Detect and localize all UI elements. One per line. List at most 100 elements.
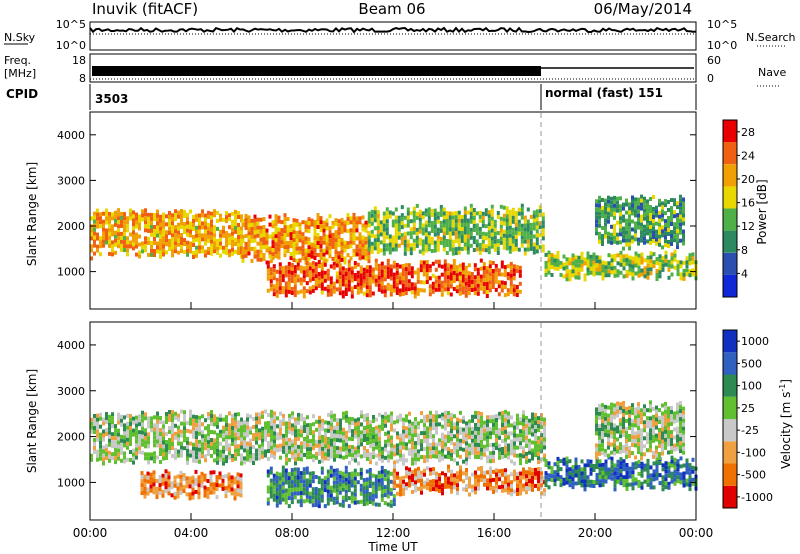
- velocity-cell: [111, 432, 114, 437]
- power-cell: [304, 224, 308, 229]
- power-cell: [616, 208, 619, 213]
- velocity-cell: [369, 456, 372, 461]
- power-cell: [168, 223, 171, 227]
- velocity-cell: [562, 457, 566, 462]
- power-cell: [379, 248, 383, 253]
- velocity-cell: [540, 471, 543, 476]
- velocity-cell: [266, 473, 270, 478]
- power-cell: [484, 224, 488, 229]
- power-cell: [361, 255, 365, 260]
- power-cell: [180, 249, 183, 253]
- power-cell: [415, 215, 419, 220]
- velocity-cell: [275, 475, 279, 480]
- velocity-cell: [255, 424, 258, 429]
- power-cell: [502, 245, 506, 250]
- power-cell: [335, 263, 339, 268]
- power-cell: [416, 287, 420, 292]
- velocity-cell: [206, 491, 210, 495]
- velocity-cell: [296, 467, 300, 472]
- power-cell: [358, 252, 362, 257]
- power-cell: [198, 225, 201, 230]
- velocity-cell: [258, 420, 261, 425]
- power-cell: [159, 254, 162, 259]
- power-cell: [496, 231, 500, 235]
- power-cell: [451, 247, 455, 252]
- power-cell: [463, 230, 467, 235]
- power-cell: [385, 247, 389, 252]
- velocity-cell: [222, 445, 225, 450]
- power-cell: [553, 254, 557, 259]
- velocity-cell: [312, 454, 315, 459]
- velocity-cell: [556, 464, 560, 469]
- velocity-cell: [568, 479, 572, 484]
- power-cell: [667, 259, 671, 264]
- velocity-cell: [426, 438, 429, 443]
- velocity-cell: [405, 442, 408, 447]
- velocity-cell: [339, 418, 342, 423]
- velocity-cell: [218, 471, 222, 476]
- velocity-cell: [204, 446, 207, 451]
- velocity-cell: [147, 432, 150, 437]
- power-cell: [256, 257, 260, 262]
- velocity-cell: [243, 440, 246, 445]
- power-cell: [275, 289, 279, 294]
- power-cell: [371, 271, 375, 276]
- power-cell: [449, 292, 453, 297]
- power-cell: [308, 270, 312, 275]
- power-cell: [535, 241, 539, 246]
- velocity-cell: [246, 413, 249, 418]
- power-cell: [295, 246, 299, 251]
- power-cell: [234, 241, 237, 246]
- power-cell: [520, 207, 524, 212]
- velocity-cell: [192, 446, 195, 451]
- velocity-cell: [320, 470, 324, 475]
- velocity-cell: [547, 473, 551, 478]
- velocity-cell: [174, 447, 177, 452]
- power-cell: [610, 200, 613, 205]
- power-cell: [298, 226, 302, 231]
- power-cell: [237, 243, 240, 247]
- velocity-cell: [135, 451, 138, 456]
- velocity-cell: [580, 479, 584, 484]
- velocity-cell: [519, 433, 522, 438]
- power-cell: [518, 269, 522, 274]
- velocity-cell: [462, 427, 465, 432]
- velocity-cell: [568, 467, 572, 472]
- power-cell: [410, 282, 414, 287]
- velocity-cell: [114, 448, 117, 453]
- velocity-cell: [158, 475, 162, 480]
- power-cell: [355, 252, 359, 257]
- velocity-cell: [317, 476, 321, 481]
- velocity-cell: [522, 467, 525, 472]
- power-cell: [278, 274, 282, 279]
- power-cell: [631, 272, 635, 277]
- velocity-cell: [323, 476, 327, 481]
- power-cell: [352, 224, 356, 229]
- velocity-cell: [556, 468, 560, 473]
- velocity-cell: [417, 449, 420, 454]
- velocity-cell: [150, 416, 153, 421]
- power-cell: [281, 270, 285, 275]
- power-cell: [234, 229, 237, 234]
- velocity-cell: [390, 411, 393, 416]
- velocity-cell: [405, 470, 408, 475]
- velocity-cell: [359, 467, 363, 472]
- velocity-cell: [219, 453, 222, 458]
- velocity-cell: [252, 417, 255, 421]
- power-cell: [398, 292, 402, 297]
- power-cell: [458, 287, 462, 292]
- velocity-cell: [371, 501, 375, 506]
- power-cell: [661, 229, 664, 234]
- velocity-cell: [507, 478, 510, 483]
- velocity-cell: [252, 445, 255, 449]
- power-cell: [478, 242, 482, 247]
- velocity-cell: [477, 486, 480, 491]
- velocity-cell: [305, 490, 309, 495]
- power-cell: [244, 213, 248, 218]
- power-cell: [457, 214, 461, 219]
- power-cell: [283, 245, 287, 250]
- power-cell: [491, 261, 495, 265]
- velocity-cell: [441, 483, 444, 488]
- velocity-cell: [173, 483, 177, 488]
- velocity-cell: [408, 479, 411, 484]
